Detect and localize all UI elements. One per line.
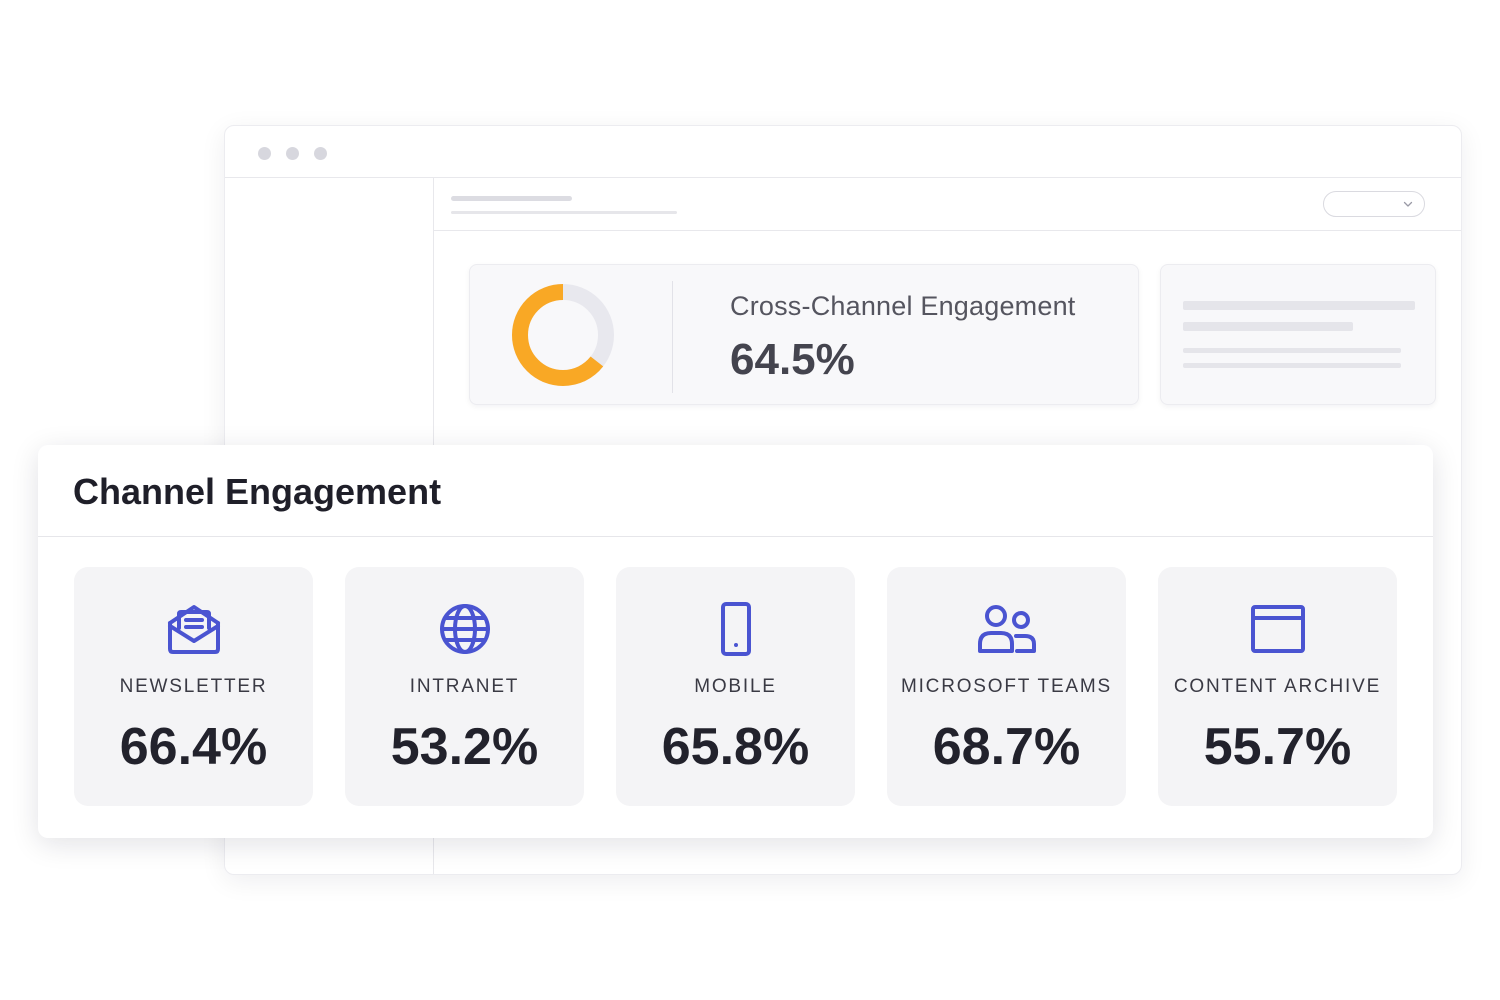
browser-title-bar <box>225 126 1461 178</box>
channel-value: 65.8% <box>661 718 810 776</box>
panel-header: Channel Engagement <box>38 445 1433 537</box>
window-control-dot[interactable] <box>286 147 299 160</box>
window-control-dot[interactable] <box>314 147 327 160</box>
chevron-down-icon <box>1402 197 1414 209</box>
channel-label: MICROSOFT TEAMS <box>900 676 1113 697</box>
browser-window-icon <box>1248 601 1308 657</box>
channel-tile-newsletter[interactable]: NEWSLETTER 66.4% <box>74 567 313 806</box>
channel-tile-content-archive[interactable]: CONTENT ARCHIVE 55.7% <box>1158 567 1397 806</box>
card-divider <box>672 281 673 393</box>
channel-label: INTRANET <box>409 676 520 697</box>
channel-value: 68.7% <box>932 718 1081 776</box>
filter-dropdown[interactable] <box>1323 191 1425 217</box>
placeholder-card <box>1160 264 1436 405</box>
placeholder-line <box>1183 322 1353 331</box>
content-header <box>434 178 1461 231</box>
header-placeholder-title <box>451 196 572 201</box>
channel-label: NEWSLETTER <box>119 676 268 697</box>
channel-engagement-panel: Channel Engagement NEWSLETTER 66.4% <box>38 445 1433 838</box>
engagement-title: Cross-Channel Engagement <box>730 291 1076 321</box>
channel-value: 53.2% <box>390 718 539 776</box>
channel-tile-mobile[interactable]: MOBILE 65.8% <box>616 567 855 806</box>
engagement-donut-chart <box>512 284 614 386</box>
channel-label: MOBILE <box>694 676 777 697</box>
users-icon <box>977 601 1037 657</box>
panel-title: Channel Engagement <box>73 471 442 512</box>
channel-label: CONTENT ARCHIVE <box>1173 676 1382 697</box>
window-control-dot[interactable] <box>258 147 271 160</box>
placeholder-line <box>1183 363 1401 368</box>
cross-channel-engagement-card: Cross-Channel Engagement 64.5% <box>469 264 1139 405</box>
channel-value: 66.4% <box>119 718 268 776</box>
channel-tile-intranet[interactable]: INTRANET 53.2% <box>345 567 584 806</box>
mobile-phone-icon <box>706 601 766 657</box>
placeholder-line <box>1183 348 1401 353</box>
donut-progress-arc <box>512 284 614 386</box>
placeholder-line <box>1183 301 1415 310</box>
channel-tile-microsoft-teams[interactable]: MICROSOFT TEAMS 68.7% <box>887 567 1126 806</box>
engagement-value: 64.5% <box>730 335 855 384</box>
channel-value: 55.7% <box>1203 718 1352 776</box>
header-placeholder-subtitle <box>451 211 677 214</box>
envelope-icon <box>164 601 224 657</box>
globe-icon <box>435 601 495 657</box>
